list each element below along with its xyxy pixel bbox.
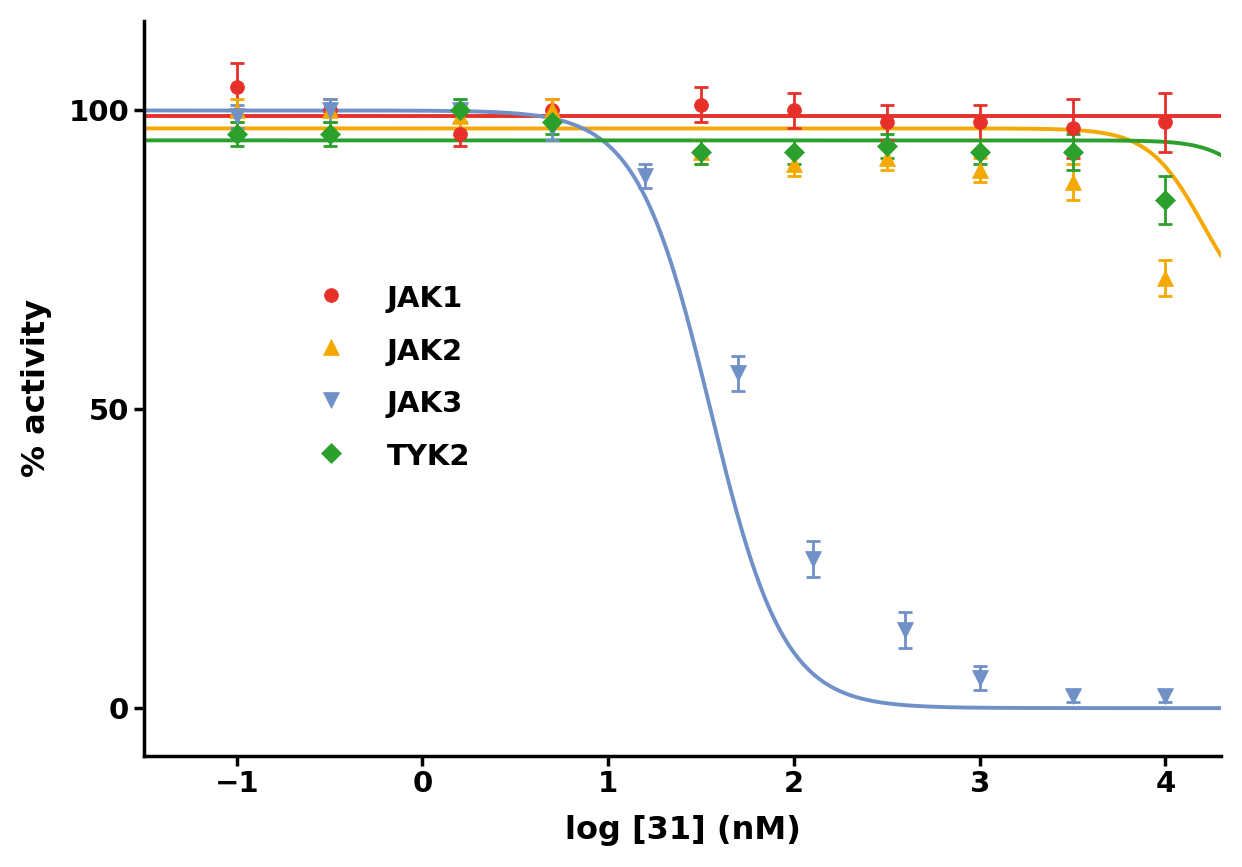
JAK3 <box>230 111 245 121</box>
JAK3 <box>805 553 820 564</box>
JAK3 <box>322 105 337 115</box>
TYK2 <box>693 147 708 158</box>
JAK1 <box>786 105 801 115</box>
JAK3 <box>452 105 467 115</box>
JAK2 <box>452 111 467 121</box>
Line: JAK2: JAK2 <box>229 103 1174 285</box>
X-axis label: log [31] (nM): log [31] (nM) <box>565 815 800 846</box>
JAK2 <box>879 153 894 164</box>
TYK2 <box>545 117 560 127</box>
Line: TYK2: TYK2 <box>230 103 1172 207</box>
JAK1 <box>1066 123 1081 134</box>
JAK3 <box>730 368 745 379</box>
JAK1 <box>972 117 987 127</box>
JAK3 <box>1158 691 1172 701</box>
TYK2 <box>230 129 245 140</box>
JAK1 <box>322 105 337 115</box>
TYK2 <box>1158 195 1172 205</box>
JAK2 <box>786 159 801 169</box>
TYK2 <box>452 105 467 115</box>
JAK2 <box>1066 177 1081 187</box>
TYK2 <box>322 129 337 140</box>
Line: JAK3: JAK3 <box>229 103 1174 704</box>
JAK3 <box>545 123 560 134</box>
JAK1 <box>545 105 560 115</box>
JAK3 <box>1066 691 1081 701</box>
JAK1 <box>879 117 894 127</box>
TYK2 <box>879 141 894 152</box>
TYK2 <box>1066 147 1081 158</box>
JAK3 <box>972 673 987 683</box>
JAK3 <box>638 171 653 181</box>
JAK1 <box>1158 117 1172 127</box>
JAK2 <box>972 165 987 175</box>
JAK2 <box>693 147 708 158</box>
JAK2 <box>322 105 337 115</box>
JAK1 <box>230 81 245 92</box>
JAK3 <box>898 625 913 636</box>
Line: JAK1: JAK1 <box>230 80 1172 141</box>
Legend: JAK1, JAK2, JAK3, TYK2: JAK1, JAK2, JAK3, TYK2 <box>288 271 482 483</box>
TYK2 <box>786 147 801 158</box>
JAK2 <box>230 105 245 115</box>
Y-axis label: % activity: % activity <box>21 299 52 478</box>
JAK1 <box>693 100 708 110</box>
TYK2 <box>972 147 987 158</box>
JAK2 <box>545 105 560 115</box>
JAK1 <box>452 129 467 140</box>
JAK2 <box>1158 272 1172 283</box>
